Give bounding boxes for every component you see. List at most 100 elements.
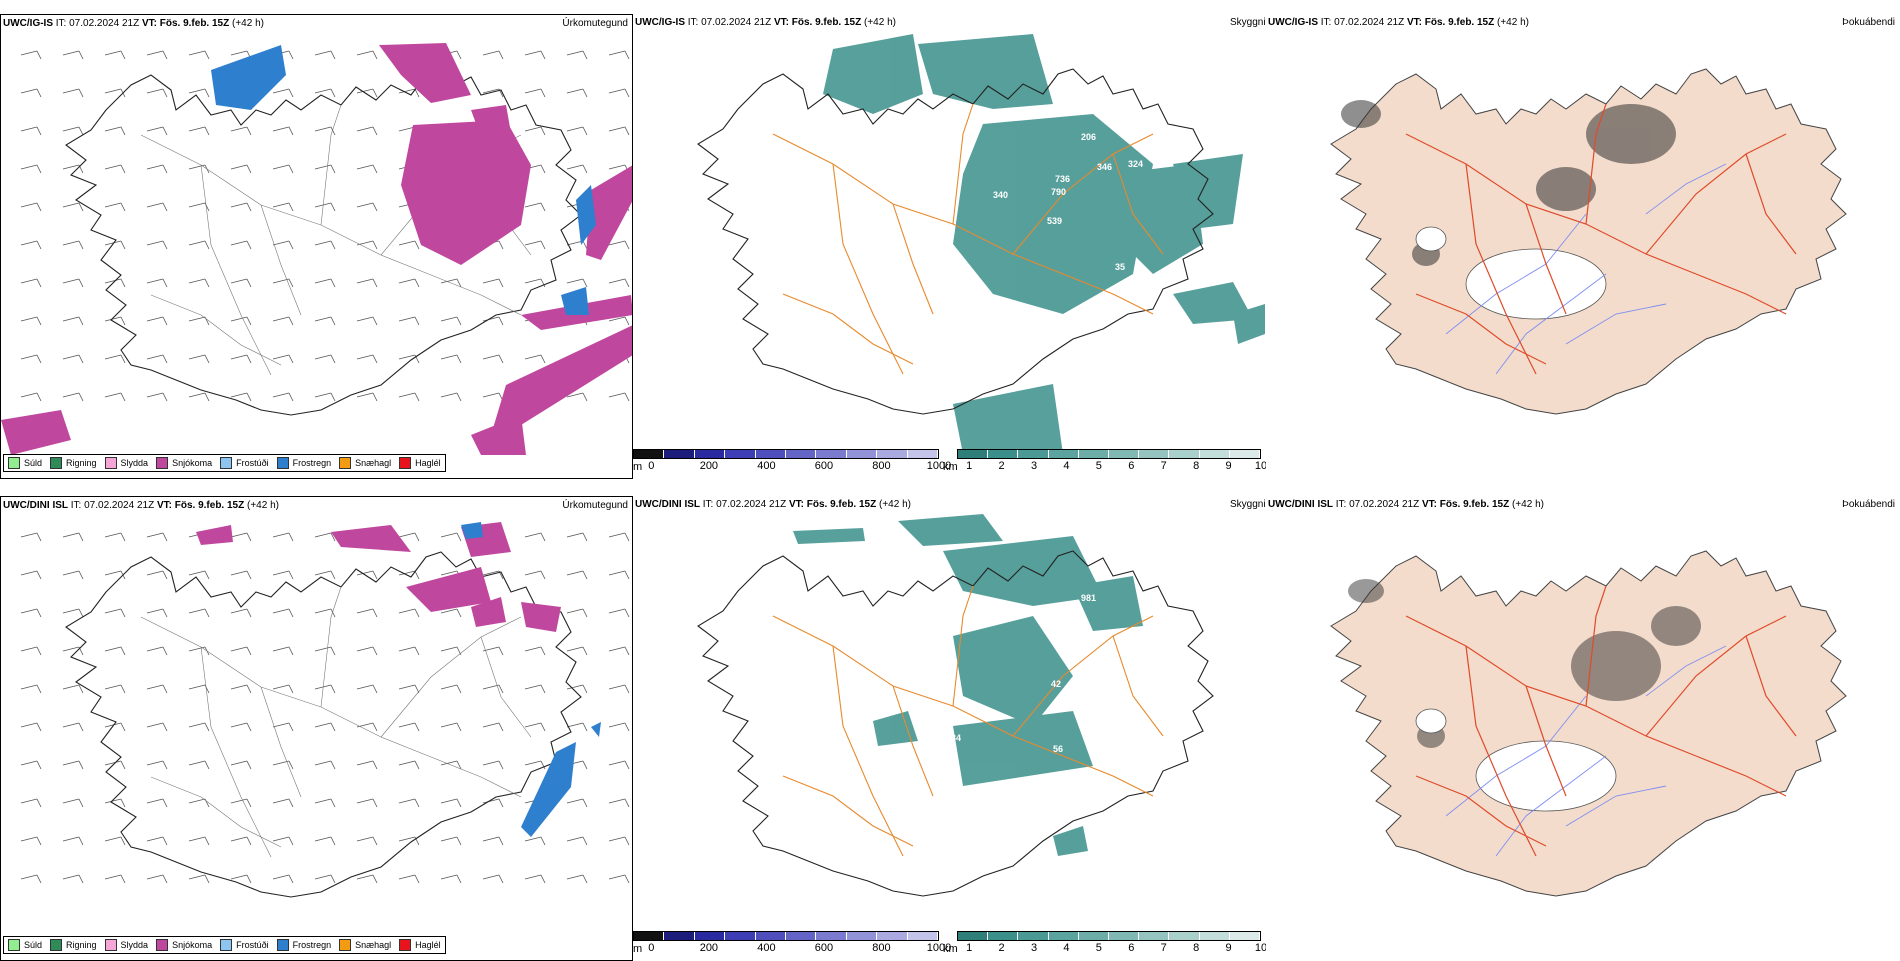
wind-barb: [608, 316, 630, 326]
wind-barb: [104, 88, 126, 98]
wind-barb: [608, 874, 630, 884]
wind-barb: [608, 684, 630, 694]
wind-barb: [20, 126, 42, 136]
wind-barb: [20, 874, 42, 884]
wind-barb: [314, 608, 336, 618]
road-line: [892, 685, 934, 797]
wind-barb: [398, 722, 420, 732]
freezing-rain-areas: [461, 522, 601, 837]
colorbar-tick: 800: [872, 460, 891, 472]
panel-precip-type-dini: UWC/DINI ISL IT: 07.02.2024 21Z VT: Fös.…: [0, 496, 633, 961]
roads: [1405, 103, 1797, 375]
road-line: [480, 636, 532, 738]
wind-barb: [482, 684, 504, 694]
wind-barb: [188, 608, 210, 618]
legend-swatch: [50, 939, 63, 951]
snow-areas: [1, 43, 632, 455]
wind-barb: [20, 608, 42, 618]
wind-barb: [356, 164, 378, 174]
cloud-base-unit: m: [633, 461, 643, 473]
wind-barb: [314, 164, 336, 174]
legend-swatch: [220, 457, 233, 469]
road-line: [1062, 273, 1154, 315]
cloud-base-value: 736: [1055, 174, 1071, 184]
wind-barb: [146, 50, 168, 60]
colorbar-tick: 200: [699, 460, 719, 472]
colorbar-tick: 9: [1225, 460, 1232, 472]
wind-barb: [356, 50, 378, 60]
colorbar-tick: 0: [648, 460, 655, 472]
wind-barb: [566, 240, 588, 250]
wind-barb: [104, 646, 126, 656]
wind-barb: [440, 798, 462, 808]
wind-barb: [62, 608, 84, 618]
wind-barb: [230, 646, 252, 656]
panel-title: UWC/IG-IS IT: 07.02.2024 21Z VT: Fös. 9.…: [1268, 17, 1529, 28]
road-line: [782, 293, 914, 365]
cloud-base-value: 206: [1081, 132, 1097, 142]
legend-label: Súld: [24, 940, 43, 950]
wind-barb: [314, 836, 336, 846]
cloud-base-value: 340: [993, 190, 1009, 200]
wind-barb: [20, 88, 42, 98]
wind-barb: [62, 722, 84, 732]
road-line: [1585, 103, 1607, 225]
freezing-rain-areas: [211, 45, 596, 315]
wind-barb: [356, 392, 378, 402]
wind-barb: [62, 50, 84, 60]
cloud-base-value: 234: [946, 733, 962, 743]
legend-swatch: [276, 939, 289, 951]
legend-label: Slydda: [120, 458, 149, 468]
wind-barb: [104, 354, 126, 364]
visibility-colors: [957, 931, 1261, 941]
iceland-outline: [697, 550, 1214, 897]
wind-barb: [188, 874, 210, 884]
legend-item: Frostregn: [276, 457, 331, 469]
road-line: [1112, 635, 1164, 737]
colorbar-tick: 1: [966, 460, 973, 472]
wind-barb: [314, 240, 336, 250]
wind-barb: [398, 392, 420, 402]
wind-barb: [566, 798, 588, 808]
road-line: [320, 104, 342, 226]
wind-barb: [524, 126, 546, 136]
wind-barb: [62, 126, 84, 136]
wind-barb: [188, 278, 210, 288]
wind-barb: [20, 50, 42, 60]
wind-barb: [314, 646, 336, 656]
road-line: [1525, 203, 1567, 315]
legend-item: Rigning: [50, 457, 97, 469]
colorbar-tick: 600: [814, 460, 834, 472]
wind-barb: [608, 392, 630, 402]
wind-barb: [62, 684, 84, 694]
wind-barb: [230, 240, 252, 250]
road-line: [1415, 293, 1547, 365]
cloud-base-value: 539: [1047, 216, 1063, 226]
legend-item: Súld: [8, 939, 42, 951]
fog-map-dini: [1330, 550, 1847, 897]
wind-barb: [188, 760, 210, 770]
legend-item: Frostregn: [276, 939, 331, 951]
wind-barb: [524, 570, 546, 580]
colorbar-tick: 10: [1254, 460, 1266, 472]
wind-barb: [314, 392, 336, 402]
glaciers: [1415, 708, 1617, 812]
legend-item: Frostúði: [220, 457, 269, 469]
cloud-base-value: 346: [1097, 162, 1113, 172]
road-line: [952, 585, 974, 707]
wind-barb: [62, 392, 84, 402]
wind-barb: [608, 798, 630, 808]
wind-barb: [356, 684, 378, 694]
wind-barb: [188, 646, 210, 656]
wind-barb: [188, 570, 210, 580]
wind-barb: [314, 354, 336, 364]
legend-swatch: [276, 457, 289, 469]
wind-barb: [62, 240, 84, 250]
rivers: [1445, 163, 1727, 375]
wind-barb: [356, 126, 378, 136]
legend-swatch: [220, 939, 233, 951]
panel-name: Skyggni: [1230, 17, 1266, 28]
wind-barb: [482, 798, 504, 808]
wind-barb: [566, 126, 588, 136]
wind-barb: [314, 874, 336, 884]
